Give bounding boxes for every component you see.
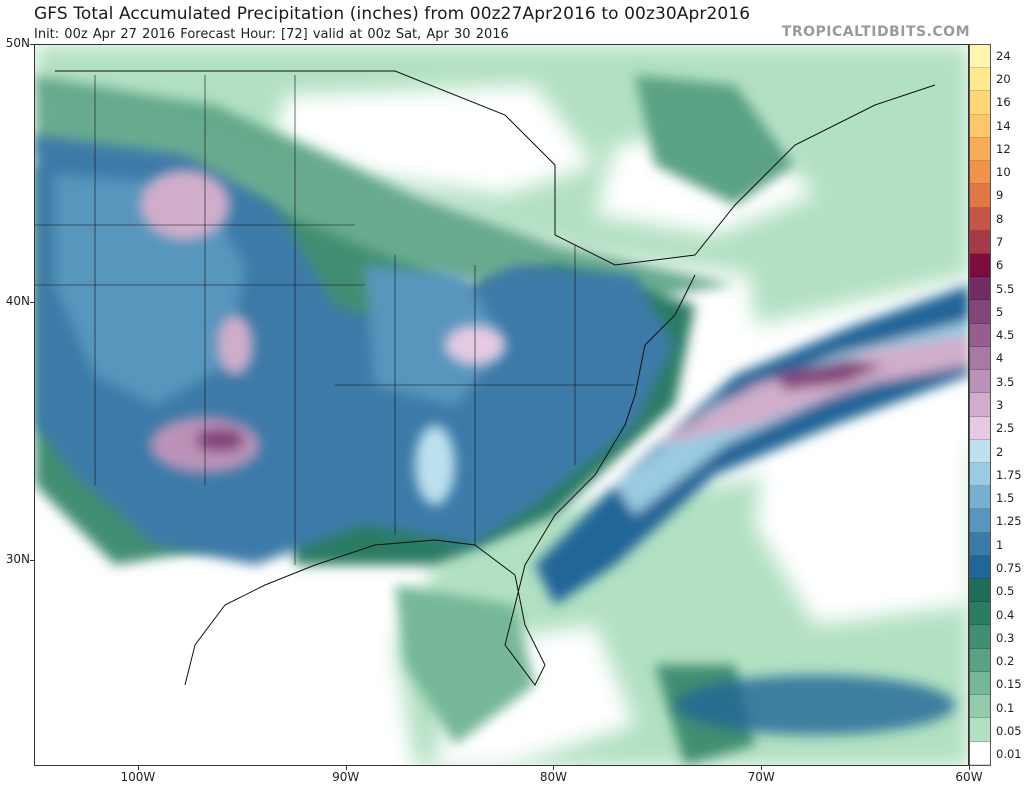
brand-watermark: TROPICALTIDBITS.COM	[781, 24, 970, 40]
legend-swatch	[970, 207, 990, 231]
legend-label: 8	[996, 211, 1004, 226]
legend-swatch	[970, 509, 990, 533]
legend-swatch	[970, 114, 990, 138]
latitude-tick	[30, 559, 34, 561]
legend-swatch	[970, 741, 990, 765]
map-boundaries	[35, 70, 936, 686]
longitude-tick	[761, 766, 763, 770]
legend-swatch	[970, 253, 990, 278]
legend-label: 1.5	[996, 491, 1015, 506]
legend-swatch	[970, 91, 990, 115]
legend-label: 14	[996, 118, 1011, 133]
legend-label: 0.4	[996, 607, 1015, 622]
longitude-tick	[969, 766, 970, 770]
legend-label: 3	[996, 398, 1004, 412]
legend-swatch	[970, 393, 990, 417]
legend-swatch	[970, 277, 990, 301]
legend-swatch	[970, 602, 990, 626]
legend-label: 1.75	[996, 467, 1022, 482]
legend-swatch	[970, 625, 990, 649]
legend-label: 0.75	[996, 561, 1022, 576]
legend-label: 2	[996, 444, 1004, 459]
legend-label: 4.5	[996, 328, 1015, 343]
init-forecast-info: Init: 00z Apr 27 2016 Forecast Hour: [72…	[34, 27, 509, 42]
legend-swatch	[970, 439, 990, 463]
chart-title: GFS Total Accumulated Precipitation (inc…	[34, 4, 751, 24]
legend-label: 0.5	[996, 584, 1015, 599]
legend-label: 16	[996, 95, 1011, 110]
latitude-label: 50N	[5, 36, 30, 50]
legend-label: 0.3	[996, 630, 1015, 645]
longitude-label: 80W	[539, 770, 567, 784]
legend-swatch	[970, 671, 990, 696]
legend-label: 12	[996, 141, 1011, 156]
longitude-label: 90W	[332, 770, 360, 784]
legend-swatch	[970, 486, 990, 510]
legend-swatch	[970, 68, 990, 92]
legend-label: 7	[996, 234, 1004, 249]
legend-swatch	[970, 184, 990, 208]
legend-label: 4	[996, 351, 1004, 366]
legend-swatch	[970, 695, 990, 719]
longitude-label: 60W	[955, 770, 983, 784]
legend-label: 0.15	[996, 677, 1022, 692]
longitude-label: 100W	[120, 770, 156, 784]
legend-swatch	[970, 230, 990, 254]
legend-swatch	[970, 346, 990, 371]
longitude-tick	[553, 766, 555, 770]
legend-label: 0.01	[996, 747, 1022, 762]
legend-swatch	[970, 137, 990, 162]
latitude-label: 30N	[5, 551, 30, 566]
legend-swatch	[970, 462, 990, 487]
legend-label: 0.05	[996, 724, 1022, 739]
legend-label: 24	[996, 48, 1011, 63]
precip-dry-areas	[35, 85, 968, 765]
precip-atlantic-band	[535, 285, 968, 605]
legend-label: 0.1	[996, 700, 1015, 715]
legend-swatch	[970, 45, 990, 69]
legend-swatch	[970, 370, 990, 394]
precip-colorbar	[969, 44, 991, 766]
legend-swatch	[970, 718, 990, 742]
legend-swatch	[970, 300, 990, 324]
precip-colorbar-labels: 24 20 16 14 12 10 9 8 7 6 5.5 5 4.5 4 3.5 3 2.5 2 1.75 1.5 1…	[994, 44, 1024, 766]
legend-label: 1.25	[996, 514, 1022, 529]
longitude-label: 70W	[747, 770, 775, 784]
legend-label: 9	[996, 188, 1004, 203]
legend-swatch	[970, 555, 990, 580]
legend-label: 10	[996, 165, 1011, 180]
legend-label: 0.2	[996, 654, 1015, 669]
legend-swatch	[970, 532, 990, 556]
legend-label: 3.5	[996, 374, 1015, 389]
legend-swatch	[970, 323, 990, 347]
precipitation-field	[35, 45, 968, 765]
legend-label: 1	[996, 537, 1004, 552]
legend-label: 5.5	[996, 281, 1015, 296]
latitude-tick	[30, 301, 34, 303]
longitude-tick	[345, 766, 347, 770]
legend-label: 2.5	[996, 421, 1015, 436]
precipitation-map	[34, 44, 969, 766]
legend-swatch	[970, 579, 990, 603]
legend-label: 6	[996, 258, 1004, 273]
legend-swatch	[970, 161, 990, 185]
legend-swatch	[970, 648, 990, 672]
longitude-tick	[137, 766, 139, 770]
legend-swatch	[970, 416, 990, 440]
legend-label: 5	[996, 304, 1004, 319]
legend-label: 20	[996, 71, 1011, 86]
latitude-tick	[30, 44, 34, 45]
latitude-label: 40N	[5, 293, 30, 308]
